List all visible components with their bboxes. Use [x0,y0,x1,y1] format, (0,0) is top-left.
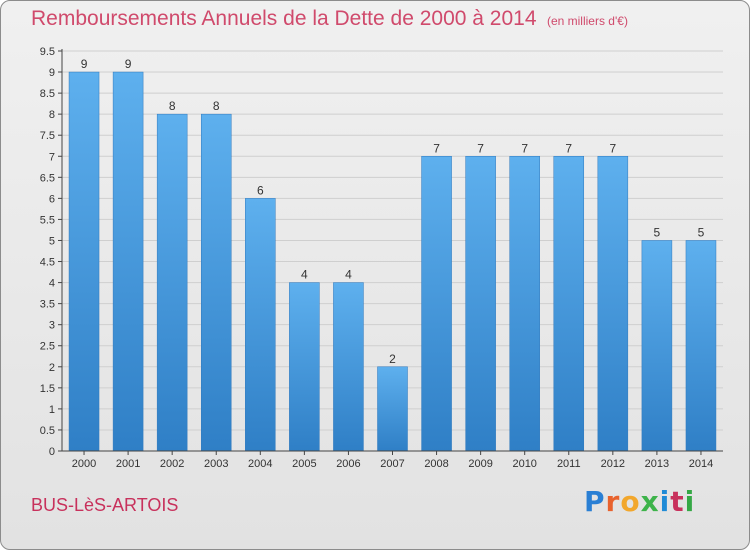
brand-letter: r [605,485,621,518]
x-tick-label-2005: 2005 [292,458,316,470]
y-tick-label: 7 [49,151,55,163]
brand-letter: i [659,485,671,518]
bar-2010 [509,156,540,452]
data-label-2013: 5 [654,225,661,239]
data-label-2010: 7 [521,141,528,155]
x-tick-label-2001: 2001 [116,458,140,470]
y-tick-label: 2.5 [40,341,55,353]
y-tick-label: 8.5 [40,88,55,100]
data-label-2000: 9 [81,57,88,71]
bar-2001 [112,71,144,452]
data-label-2011: 7 [565,141,572,155]
y-tick-label: 0.5 [40,425,55,437]
x-tick-label-2003: 2003 [204,458,228,470]
data-label-2012: 7 [609,141,616,155]
y-tick-label: 1.5 [40,383,55,395]
data-label-2008: 7 [433,141,440,155]
bars: 9 9 8 8 6 4 4 2 7 7 7 7 7 5 5 [68,57,717,452]
y-tick-label: 4.5 [40,257,55,269]
y-tick-label: 3.5 [40,299,55,311]
x-tick-label-2013: 2013 [645,458,669,470]
x-tick-label-2008: 2008 [424,458,448,470]
brand-letter: o [620,485,641,518]
y-tick-label: 6 [49,193,55,205]
brand-letter: P [584,485,606,518]
chart-title: Remboursements Annuels de la Dette de 20… [31,7,537,30]
y-tick-label: 5.5 [40,214,55,226]
data-label-2006: 4 [345,268,352,282]
y-tick-label: 5 [49,235,55,247]
bar-2012 [597,156,629,452]
x-tick-label-2006: 2006 [336,458,360,470]
data-label-2007: 2 [389,352,396,366]
x-tick-label-2011: 2011 [557,458,581,470]
title-row: Remboursements Annuels de la Dette de 20… [31,7,628,31]
brand-letter: t [670,485,685,518]
x-tick-label-2009: 2009 [468,458,492,470]
y-tick-label: 0 [49,446,55,458]
bar-2007 [377,366,408,452]
brand-letter: x [640,485,660,518]
data-label-2014: 5 [698,225,705,239]
x-tick-label-2002: 2002 [160,458,184,470]
data-label-2009: 7 [477,141,484,155]
data-label-2003: 8 [213,99,220,113]
bar-2002 [156,113,188,452]
y-tick-label: 6.5 [40,172,55,184]
proxiti-logo[interactable]: Proxiti [584,485,695,518]
x-tick-label-2014: 2014 [689,458,713,470]
x-tick-label-2010: 2010 [512,458,536,470]
y-tick-label: 4 [49,278,55,290]
bar-2003 [200,113,232,452]
data-label-2004: 6 [257,183,264,197]
bar-2009 [465,156,496,452]
brand-letter: i [684,485,696,518]
x-tick-label-2012: 2012 [601,458,625,470]
commune-name: BUS-LèS-ARTOIS [31,495,179,515]
data-label-2001: 9 [125,57,132,71]
chart-unit: (en milliers d'€) [546,14,628,28]
y-tick-label: 7.5 [40,130,55,142]
y-tick-label: 1 [49,404,55,416]
axes: 0 0.5 1 1.5 2 2.5 3 3.5 4 4.5 5 5.5 6 6.5 7 7.5 8 8.5 9 9.5… [40,46,723,470]
y-tick-label: 9.5 [40,46,55,58]
bar-2006 [333,282,364,452]
y-tick-label: 8 [49,109,55,121]
x-tick-label-2004: 2004 [248,458,272,470]
bar-2000 [68,71,100,452]
data-label-2005: 4 [301,268,308,282]
y-tick-label: 3 [49,320,55,332]
bar-2004 [245,198,276,452]
bar-2013 [641,240,673,452]
bar-2011 [553,156,585,452]
bar-2005 [289,282,320,452]
bar-2008 [421,156,452,452]
y-tick-label: 2 [49,362,55,374]
bar-2014 [685,240,717,452]
x-tick-label-2007: 2007 [380,458,404,470]
x-tick-label-2000: 2000 [72,458,96,470]
y-tick-label: 9 [49,67,55,79]
data-label-2002: 8 [169,99,176,113]
